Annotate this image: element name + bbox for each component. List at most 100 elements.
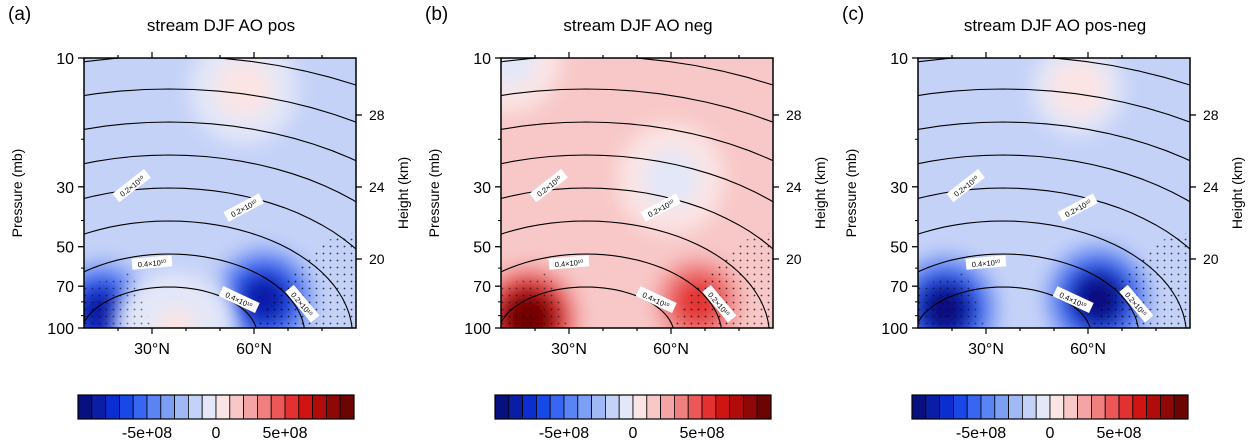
- colorbar-swatch: [660, 394, 675, 420]
- y-axis-label: Pressure (mb): [843, 149, 859, 238]
- y-tick-label: 30: [56, 180, 74, 197]
- colorbar-swatch: [201, 394, 217, 420]
- contour-line: [501, 187, 773, 250]
- contour-line: [84, 253, 305, 328]
- colorbar-swatch: [994, 394, 1010, 420]
- colorbar-swatch: [91, 394, 107, 420]
- colorbar-swatch: [1173, 394, 1189, 420]
- contour-line: [918, 154, 1190, 203]
- colorbar-swatch: [687, 394, 703, 420]
- colorbar-swatch: [563, 394, 579, 420]
- colorbar-swatch: [953, 394, 968, 420]
- chart-panel-a: 0.2×10¹⁰ 0.2×10¹⁰ 0.4×10¹⁰ 0.4×10¹⁰ 0.2×10¹⁰…: [0, 0, 417, 443]
- colorbar-label: 5e+08: [680, 425, 725, 442]
- contour-line: [84, 220, 353, 328]
- shading-feature: [1015, 58, 1140, 153]
- y-tick-label: 100: [47, 321, 74, 338]
- colorbar-swatch: [298, 394, 313, 420]
- svg-text:0.4×10¹⁰: 0.4×10¹⁰: [137, 258, 166, 269]
- colorbar-swatch: [160, 394, 176, 420]
- colorbar-swatch: [105, 394, 120, 420]
- colorbar-swatch: [911, 394, 927, 420]
- y-tick-label: 50: [890, 240, 908, 257]
- colorbar-swatch: [618, 394, 634, 420]
- colorbar-swatch: [187, 394, 203, 420]
- y-axis-label: Pressure (mb): [9, 149, 25, 238]
- stippling: [918, 271, 986, 328]
- colorbar-swatch: [632, 394, 648, 420]
- colorbar-label: -5e+08: [956, 425, 1006, 442]
- chart-panel-c: 0.2×10¹⁰ 0.2×10¹⁰ 0.4×10¹⁰ 0.4×10¹⁰ 0.2×10¹⁰…: [834, 0, 1251, 443]
- colorbar-swatch: [1008, 394, 1023, 420]
- colorbar-swatch: [577, 394, 593, 420]
- stippling: [501, 271, 569, 328]
- chart-panel-b: 0.2×10¹⁰ 0.2×10¹⁰ 0.4×10¹⁰ 0.4×10¹⁰ 0.2×10¹⁰…: [417, 0, 834, 443]
- colorbar-c: -5e+08 0 5e+08: [911, 394, 1189, 442]
- colorbar-label: 5e+08: [263, 425, 308, 442]
- svg-text:0.4×10¹⁰: 0.4×10¹⁰: [971, 258, 1000, 269]
- colorbar-swatch: [284, 394, 300, 420]
- y-right-tick-label: 24: [369, 179, 385, 195]
- y-tick-label: 30: [473, 180, 491, 197]
- contour-line: [501, 154, 773, 203]
- y-tick-label: 100: [881, 321, 908, 338]
- colorbar-swatch: [646, 394, 662, 420]
- y-right-tick-label: 20: [786, 251, 802, 267]
- contour-line: [501, 88, 773, 123]
- y-right-tick-label: 20: [1203, 251, 1219, 267]
- colorbar-swatch: [1090, 394, 1106, 420]
- svg-text:0.4×10¹⁰: 0.4×10¹⁰: [554, 258, 583, 269]
- y-right-tick-label: 24: [786, 179, 802, 195]
- colorbar-swatch: [325, 394, 341, 420]
- contour-line: [918, 220, 1187, 328]
- y-tick-label: 70: [473, 279, 491, 296]
- x-tick-label: 60°N: [653, 341, 689, 358]
- colorbar-label: 5e+08: [1097, 425, 1142, 442]
- stippling: [84, 271, 152, 328]
- colorbar-swatch: [1118, 394, 1134, 420]
- colorbar-swatch: [256, 394, 272, 420]
- contour-line: [918, 286, 1091, 328]
- colorbar-swatch: [146, 394, 162, 420]
- colorbar-swatch: [174, 394, 189, 420]
- colorbar-a: -5e+08 0 5e+08: [77, 394, 355, 442]
- y-tick-label: 70: [890, 279, 908, 296]
- y-axis-label: Pressure (mb): [426, 149, 442, 238]
- colorbar-swatch: [312, 394, 327, 420]
- colorbar-swatch: [604, 394, 620, 420]
- y-tick-label: 10: [890, 51, 908, 68]
- x-tick-label: 30°N: [134, 341, 170, 358]
- stippling: [254, 231, 356, 328]
- colorbar-swatch: [1132, 394, 1147, 420]
- colorbar-swatch: [591, 394, 606, 420]
- y-right-axis-label: Height (km): [812, 157, 828, 229]
- y-tick-label: 30: [890, 180, 908, 197]
- y-tick-label: 70: [56, 279, 74, 296]
- panel-title-c: stream DJF AO pos-neg: [963, 16, 1147, 35]
- colorbar-label: 0: [212, 425, 221, 442]
- contour-line: [918, 121, 1190, 162]
- contour-line: [84, 187, 356, 250]
- y-tick-label: 100: [464, 321, 491, 338]
- y-right-tick-label: 28: [1203, 107, 1219, 123]
- colorbar-swatch: [77, 394, 93, 420]
- x-tick-label: 30°N: [968, 341, 1004, 358]
- colorbar-swatch: [229, 394, 245, 420]
- colorbar-swatch: [1063, 394, 1079, 420]
- colorbar-swatch: [673, 394, 689, 420]
- colorbar-swatch: [715, 394, 730, 420]
- colorbar-swatch: [243, 394, 258, 420]
- contour-line: [501, 220, 770, 328]
- colorbar-swatch: [549, 394, 565, 420]
- colorbar-label: 0: [1046, 425, 1055, 442]
- y-right-tick-label: 24: [1203, 179, 1219, 195]
- y-tick-label: 50: [473, 240, 491, 257]
- shading-feature: [181, 58, 306, 153]
- panel-letter-a: (a): [8, 4, 32, 25]
- colorbar-swatch: [494, 394, 510, 420]
- colorbar-swatch: [1077, 394, 1092, 420]
- colorbar-label: -5e+08: [122, 425, 172, 442]
- colorbar-swatch: [925, 394, 941, 420]
